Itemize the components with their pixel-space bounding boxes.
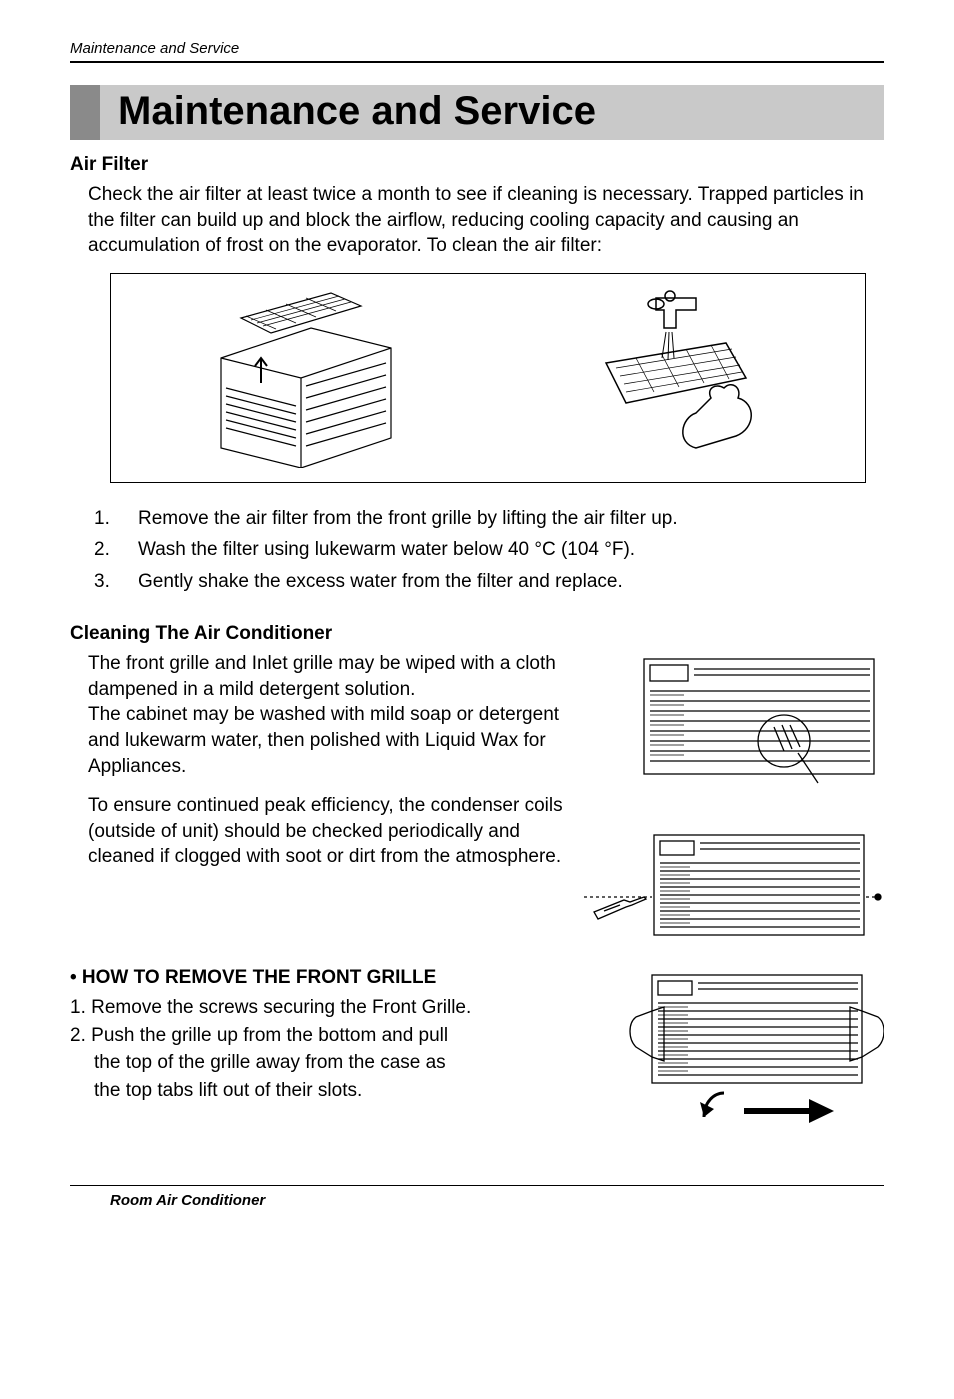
- cleaning-p1: The front grille and Inlet grille may be…: [88, 651, 580, 779]
- remove-grille-text: • HOW TO REMOVE THE FRONT GRILLE 1. Remo…: [70, 967, 602, 1106]
- footer-text: Room Air Conditioner: [110, 1192, 884, 1209]
- wash-filter-icon: [556, 288, 786, 468]
- air-filter-steps: 1.Remove the air filter from the front g…: [94, 503, 884, 597]
- rg-cont-1: the top of the grille away from the case…: [70, 1050, 602, 1076]
- cleaning-text-col: The front grille and Inlet grille may be…: [88, 651, 580, 947]
- remove-grille-heading: • HOW TO REMOVE THE FRONT GRILLE: [70, 967, 602, 989]
- remove-grille-section: • HOW TO REMOVE THE FRONT GRILLE 1. Remo…: [70, 967, 884, 1137]
- air-filter-heading: Air Filter: [70, 154, 884, 176]
- wipe-grille-icon: [634, 651, 884, 791]
- step-num: 2.: [94, 534, 138, 565]
- step-2: 2.Wash the filter using lukewarm water b…: [94, 534, 884, 565]
- step-3: 3.Gently shake the excess water from the…: [94, 566, 884, 597]
- cleaning-section: The front grille and Inlet grille may be…: [70, 651, 884, 947]
- lift-grille-icon: [624, 967, 884, 1137]
- title-accent: [70, 85, 100, 140]
- step-num: 1.: [94, 503, 138, 534]
- step-1: 1.Remove the air filter from the front g…: [94, 503, 884, 534]
- rg-step-1: 1. Remove the screws securing the Front …: [70, 995, 602, 1021]
- page-title: Maintenance and Service: [100, 85, 614, 140]
- step-text: Gently shake the excess water from the f…: [138, 566, 623, 597]
- cleaning-fig-col: [604, 651, 884, 947]
- ac-unit-filter-icon: [191, 288, 421, 468]
- step-text: Wash the filter using lukewarm water bel…: [138, 534, 635, 565]
- rg-step-2: 2. Push the grille up from the bottom an…: [70, 1023, 602, 1049]
- screw-grille-icon: [584, 827, 884, 947]
- cleaning-heading: Cleaning The Air Conditioner: [70, 623, 884, 645]
- air-filter-intro: Check the air filter at least twice a mo…: [88, 182, 884, 259]
- breadcrumb: Maintenance and Service: [70, 40, 884, 63]
- remove-grille-steps: 1. Remove the screws securing the Front …: [70, 995, 602, 1104]
- cleaning-p3: To ensure continued peak efficiency, the…: [88, 793, 580, 870]
- rg-cont-2: the top tabs lift out of their slots.: [70, 1078, 602, 1104]
- step-text: Remove the air filter from the front gri…: [138, 503, 678, 534]
- figure-box-filter: [110, 273, 866, 483]
- page-footer: Room Air Conditioner: [70, 1185, 884, 1209]
- step-num: 3.: [94, 566, 138, 597]
- title-bar: Maintenance and Service: [70, 85, 884, 140]
